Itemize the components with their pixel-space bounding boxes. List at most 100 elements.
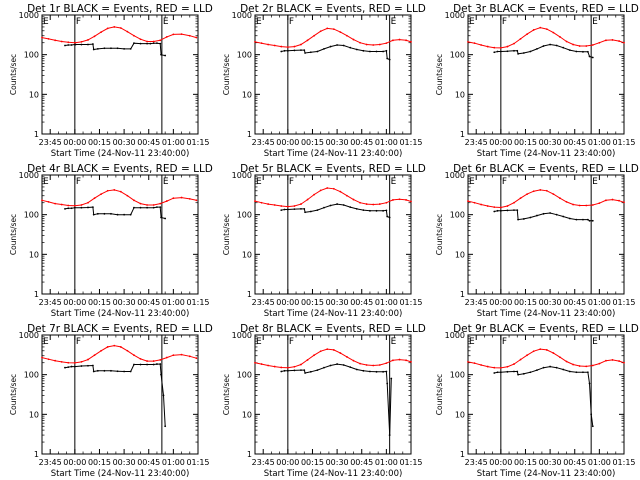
x-tick-label: 00:30: [113, 138, 136, 147]
data-point-lld: [591, 204, 594, 206]
data-point-lld: [385, 201, 388, 204]
data-point-lld: [165, 200, 168, 202]
data-point-events: [362, 209, 365, 212]
data-point-lld: [346, 356, 348, 358]
data-point-events: [568, 217, 571, 220]
data-point-lld: [339, 190, 342, 193]
x-axis-label: Start Time (24-Nov-11 23:40:00): [264, 469, 403, 479]
data-point-events: [329, 45, 332, 48]
data-point-events: [555, 44, 558, 47]
data-point-events: [92, 206, 94, 209]
x-axis-label: Start Time (24-Nov-11 23:40:00): [477, 469, 616, 479]
data-point-lld: [618, 360, 620, 362]
plot-frame: [467, 334, 625, 455]
x-tick-label: 00:30: [539, 458, 562, 467]
data-point-lld: [139, 38, 142, 41]
data-point-lld: [578, 365, 581, 367]
x-tick-label: 01:15: [612, 298, 635, 307]
data-point-events: [549, 365, 552, 368]
data-point-lld: [480, 203, 483, 206]
data-point-lld: [319, 350, 322, 353]
data-point-events: [293, 208, 296, 211]
data-point-events: [92, 48, 95, 51]
data-point-events: [542, 366, 545, 369]
data-point-events: [146, 363, 148, 366]
x-tick-label: 00:15: [88, 298, 111, 307]
data-point-lld: [499, 206, 502, 209]
data-point-events: [139, 42, 142, 45]
data-point-lld: [572, 363, 574, 366]
data-point-events: [496, 371, 499, 374]
data-point-events: [139, 363, 142, 366]
data-point-lld: [585, 204, 588, 207]
series-line-events: [494, 366, 594, 427]
data-point-events: [323, 206, 325, 209]
data-point-lld: [332, 187, 335, 190]
x-tick-label: 00:15: [514, 138, 537, 147]
marker-label: F: [76, 17, 81, 27]
data-point-lld: [126, 194, 129, 197]
data-point-lld: [133, 34, 135, 37]
x-tick-label: 01:00: [375, 458, 398, 467]
data-point-lld: [93, 35, 96, 38]
marker-label: F: [289, 177, 294, 187]
data-point-lld: [73, 204, 76, 207]
x-tick-label: 23:45: [39, 298, 62, 307]
y-tick-label: 1000: [19, 171, 39, 180]
data-point-lld: [172, 197, 175, 200]
x-tick-label: 01:00: [588, 458, 611, 467]
data-point-lld: [513, 42, 515, 45]
y-tick-label: 100: [237, 51, 252, 60]
data-point-events: [110, 212, 112, 215]
y-axis-label: Counts/sec: [9, 214, 18, 255]
marker-label: E: [256, 177, 262, 187]
data-point-events: [549, 212, 552, 214]
data-point-lld: [346, 194, 348, 197]
data-point-events: [116, 370, 119, 373]
data-point-events: [70, 44, 73, 46]
data-point-lld: [513, 201, 515, 204]
x-tick-label: 01:15: [186, 458, 209, 467]
data-point-lld: [398, 198, 401, 201]
data-point-events: [96, 369, 99, 372]
x-tick-label: 00:30: [113, 458, 136, 467]
data-point-lld: [473, 201, 476, 204]
y-axis-label: Counts/sec: [435, 214, 444, 255]
data-point-lld: [313, 34, 316, 37]
data-point-events: [591, 219, 594, 222]
data-point-events: [80, 43, 83, 46]
x-tick-label: 01:00: [588, 298, 611, 307]
data-point-lld: [623, 201, 625, 204]
data-point-lld: [405, 359, 407, 362]
data-point-events: [582, 218, 584, 221]
data-point-events: [149, 42, 152, 45]
data-point-lld: [180, 196, 183, 199]
data-point-events: [146, 206, 148, 209]
data-point-events: [96, 212, 99, 215]
data-point-lld: [106, 27, 109, 30]
marker-label: E: [391, 337, 397, 347]
data-point-lld: [618, 199, 620, 202]
data-point-lld: [280, 205, 283, 207]
data-point-lld: [106, 189, 109, 192]
chart-panel-3: Det 3r BLACK = Events, RED = LLD 1 10 100 10…: [435, 3, 639, 159]
data-point-events: [386, 215, 389, 218]
data-point-events: [73, 365, 76, 368]
chart-panel-5: Det 5r BLACK = Events, RED = LLD 1 10 100 10…: [222, 163, 426, 319]
x-tick-label: 00:45: [563, 138, 586, 147]
series-line-lld: [467, 189, 625, 209]
data-point-lld: [119, 346, 122, 348]
data-point-events: [116, 213, 119, 216]
data-point-lld: [359, 41, 361, 44]
data-point-lld: [359, 362, 361, 365]
data-point-events: [517, 52, 519, 55]
data-point-lld: [306, 359, 309, 361]
data-point-lld: [87, 201, 89, 204]
data-point-events: [156, 42, 158, 45]
data-point-lld: [313, 193, 316, 196]
data-point-events: [283, 208, 286, 211]
y-axis-label: Counts/sec: [435, 54, 444, 95]
chart-panel-9: Det 9r BLACK = Events, RED = LLD 1 10 100 10…: [435, 323, 639, 479]
data-point-lld: [506, 205, 509, 207]
data-point-lld: [146, 40, 148, 43]
